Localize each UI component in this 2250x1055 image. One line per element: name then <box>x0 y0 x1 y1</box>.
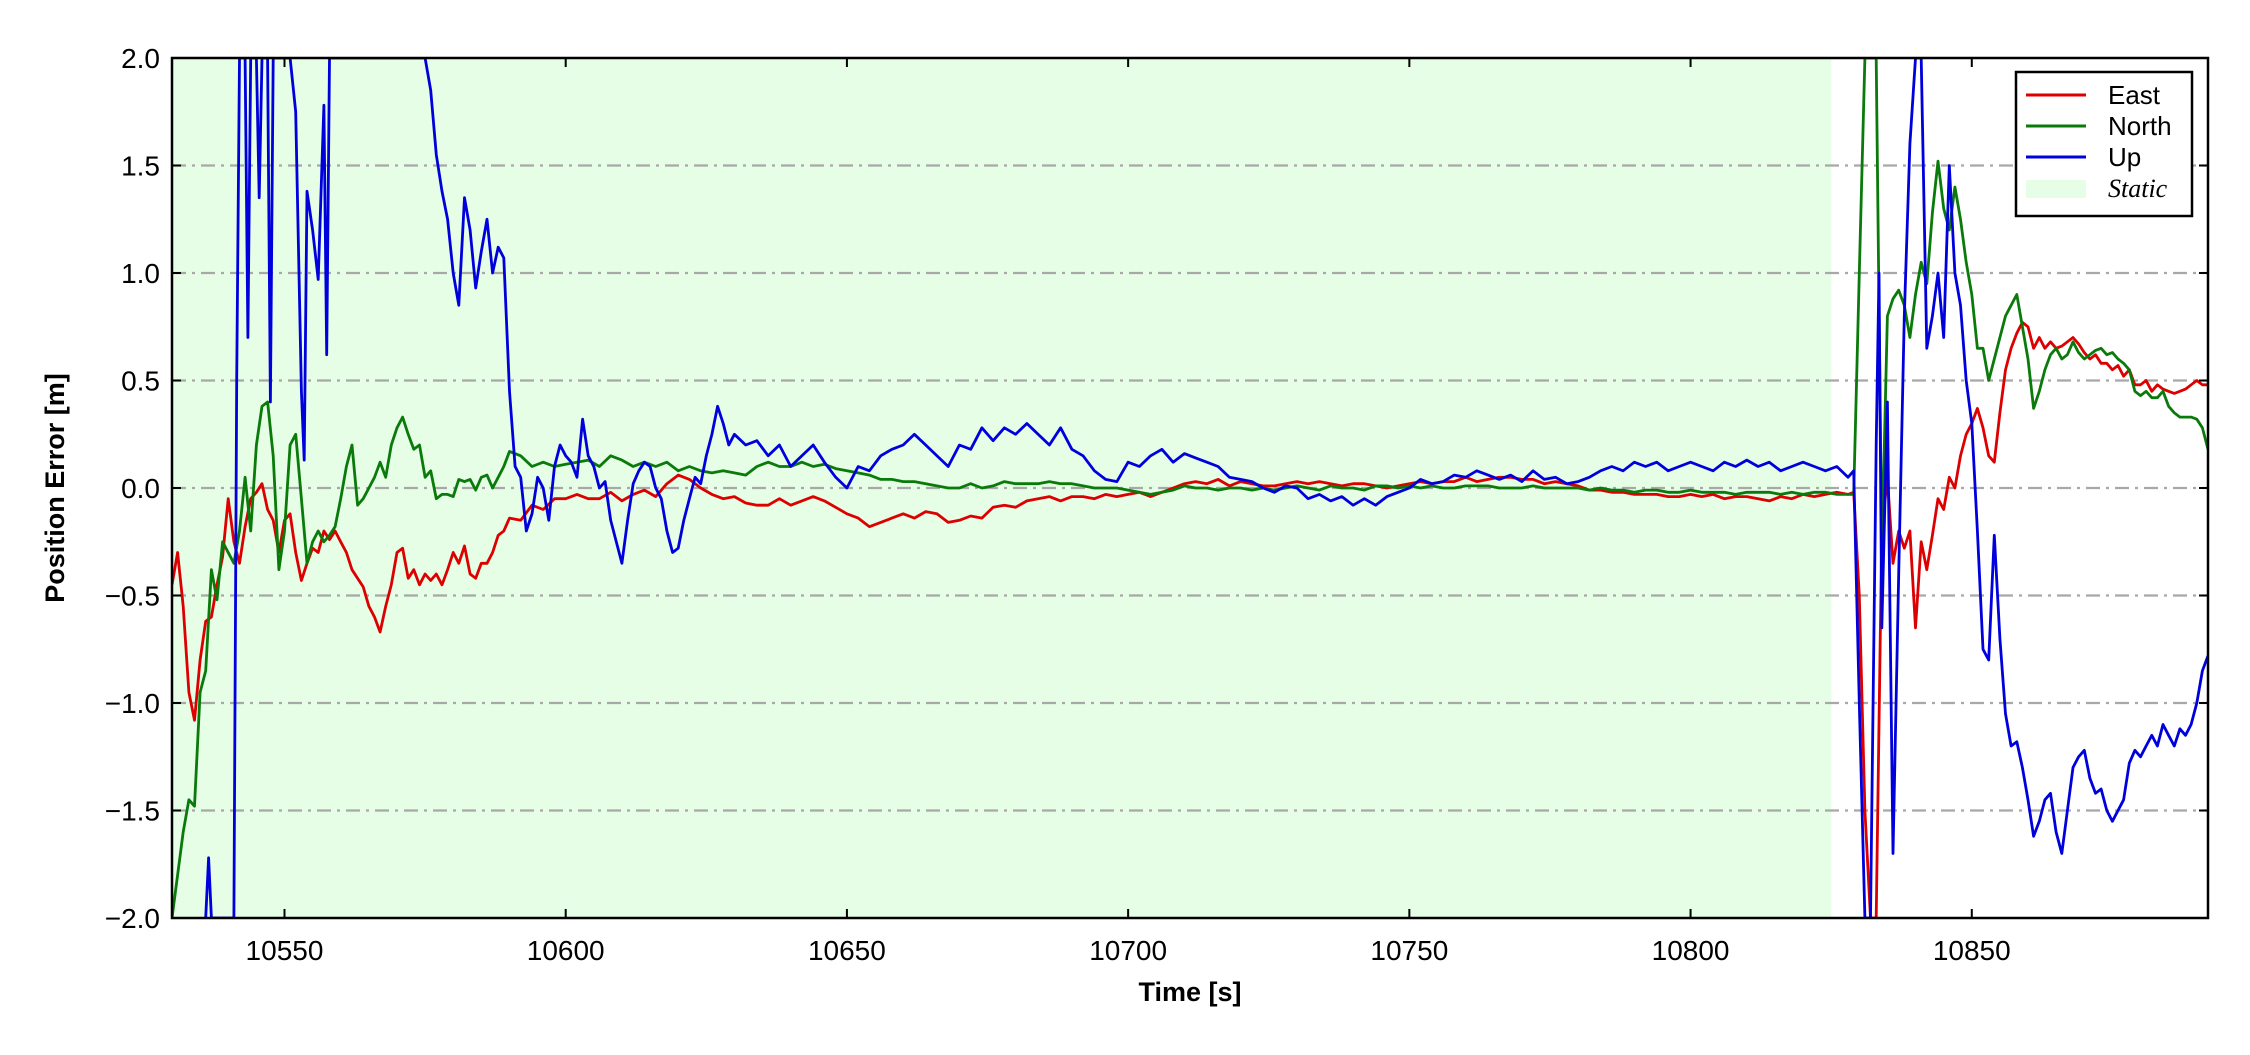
x-tick-label: 10700 <box>1089 935 1167 966</box>
legend-static-swatch <box>2026 180 2086 198</box>
y-axis-ticks: 2.0 1.5 1.0 0.5 0.0 −0.5 −1.0 −1.5 −2.0 <box>105 43 2208 934</box>
y-tick-label: −2.0 <box>105 903 160 934</box>
x-tick-label: 10550 <box>246 935 324 966</box>
y-tick-label: −1.5 <box>105 796 160 827</box>
x-tick-label: 10600 <box>527 935 605 966</box>
y-tick-label: 2.0 <box>121 43 160 74</box>
y-axis-title: Position Error [m] <box>40 373 70 603</box>
series-line-east <box>172 321 2208 918</box>
x-tick-label: 10850 <box>1933 935 2011 966</box>
x-tick-label: 10750 <box>1370 935 1448 966</box>
legend-north-label: North <box>2108 111 2172 141</box>
y-tick-label: 0.0 <box>121 473 160 504</box>
x-tick-label: 10800 <box>1652 935 1730 966</box>
y-tick-label: −1.0 <box>105 688 160 719</box>
y-tick-label: 0.5 <box>121 366 160 397</box>
legend-east-label: East <box>2108 80 2161 110</box>
series-line-north <box>172 58 2208 918</box>
series-layer <box>172 58 2208 918</box>
series-line-up <box>204 58 2208 918</box>
x-axis-ticks: 10550 10600 10650 10700 10750 10800 10850 <box>246 58 2011 966</box>
y-tick-label: 1.0 <box>121 258 160 289</box>
x-axis-title: Time [s] <box>1138 977 1241 1007</box>
legend: East North Up Static <box>2014 70 2194 218</box>
legend-static-label: Static <box>2108 174 2168 203</box>
x-tick-label: 10650 <box>808 935 886 966</box>
legend-up-label: Up <box>2108 142 2141 172</box>
y-tick-label: 1.5 <box>121 151 160 182</box>
y-tick-label: −0.5 <box>105 581 160 612</box>
